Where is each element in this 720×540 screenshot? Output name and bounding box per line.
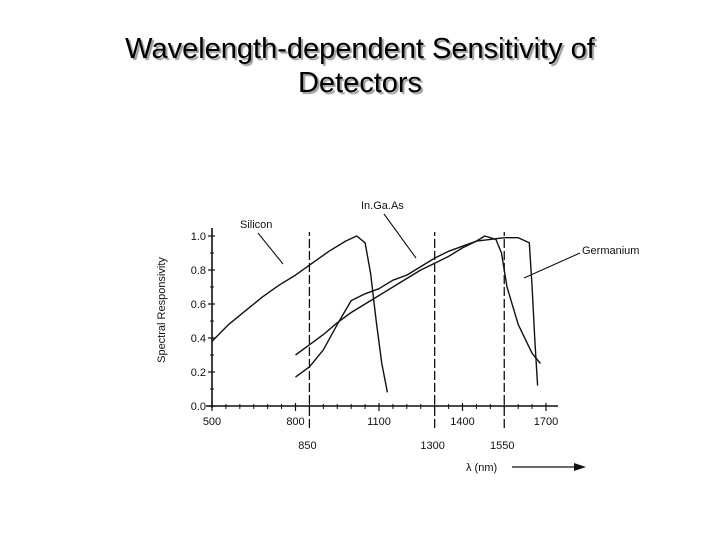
silicon-leader-line: [257, 232, 284, 265]
silicon-curve: [211, 235, 389, 393]
y-tick-label: 0.2: [191, 367, 206, 379]
marked-wavelength-label: 850: [298, 440, 316, 452]
x-tick-label: 1100: [367, 416, 391, 428]
marked-wavelength-label: 1550: [490, 440, 514, 452]
y-axis-label: Spectral Responsivity: [156, 257, 168, 363]
x-tick-label: 1700: [534, 416, 558, 428]
germanium-leader-line: [523, 252, 581, 279]
y-tick-label: 0.4: [191, 333, 206, 345]
x-tick-label: 1400: [450, 416, 474, 428]
x-axis-label: λ (nm): [466, 462, 497, 474]
silicon-annotation-label: Silicon: [240, 219, 272, 231]
marked-wavelength-label: 1300: [420, 440, 444, 452]
y-tick-label: 0.8: [191, 265, 206, 277]
slide-title-line-1: Wavelength-dependent Sensitivity of: [125, 33, 595, 65]
y-tick-label: 0.6: [191, 299, 206, 311]
germanium-annotation-label: Germanium: [582, 245, 639, 257]
x-axis-arrow-head: [574, 463, 586, 471]
y-tick-label: 1.0: [191, 231, 206, 243]
ingaas-leader-line: [383, 213, 417, 259]
slide-title-line-2: Detectors: [297, 67, 423, 99]
ingaas-annotation-label: In.Ga.As: [361, 200, 404, 212]
x-tick-label: 800: [286, 416, 304, 428]
x-tick-label: 500: [203, 416, 221, 428]
y-tick-label: 0.0: [191, 401, 206, 413]
ingaas-curve: [295, 237, 539, 386]
germanium-curve: [295, 235, 541, 364]
slide-title: Wavelength-dependent Sensitivity of Dete…: [0, 32, 720, 100]
